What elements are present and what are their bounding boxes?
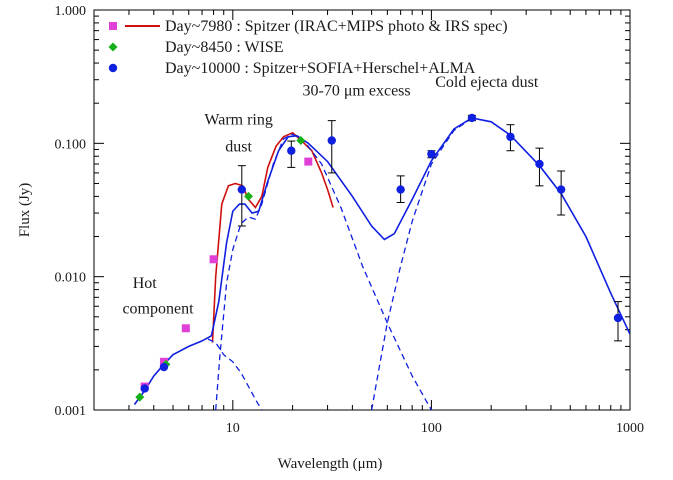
data-point [244, 191, 254, 201]
annotation-text: Warm ring [204, 112, 272, 129]
legend-marker [109, 22, 117, 30]
legend-label: Day~7980 : Spitzer (IRAC+MIPS photo & IR… [165, 18, 508, 35]
data-point [140, 384, 149, 393]
model-component-line [370, 117, 473, 410]
legend: Day~7980 : Spitzer (IRAC+MIPS photo & IR… [108, 18, 508, 77]
data-point [427, 149, 436, 159]
annotation-text: Hot [133, 275, 158, 292]
data-point [135, 392, 145, 402]
irs-spectrum-line [211, 131, 334, 343]
data-point [535, 159, 544, 169]
data-point [327, 136, 336, 145]
data-point [467, 113, 477, 123]
legend-label: Day~10000 : Spitzer+SOFIA+Herschel+ALMA [165, 60, 476, 77]
data-point [304, 157, 313, 166]
annotation-text: dust [225, 138, 252, 155]
legend-label: Day~8450 : WISE [165, 39, 284, 56]
data-point [287, 146, 296, 155]
legend-marker [108, 63, 118, 73]
data-point [613, 313, 623, 323]
x-axis-label: Wavelength (μm) [278, 456, 383, 472]
y-axis-label: Flux (Jy) [17, 183, 33, 238]
plot-frame [93, 9, 631, 411]
x-tick-label: 100 [421, 421, 442, 436]
model-total-line [133, 117, 630, 405]
y-tick-label: 1.000 [55, 4, 87, 19]
y-tick-label: 0.100 [55, 137, 87, 152]
data-point [506, 132, 515, 141]
data-point [159, 362, 169, 372]
model-component-line [207, 338, 263, 410]
model-component-line [215, 133, 432, 410]
annotation-text: component [122, 300, 194, 317]
annotation-text: 30-70 μm excess [303, 83, 411, 100]
data-point [296, 136, 306, 146]
annotation-text: Cold ejecta dust [435, 74, 539, 91]
legend-marker [108, 42, 118, 52]
data-point [396, 185, 405, 194]
data-layer [133, 113, 630, 410]
x-tick-label: 10 [226, 421, 240, 436]
data-point [181, 324, 190, 333]
data-point [209, 255, 218, 264]
data-point [237, 185, 247, 194]
y-tick-label: 0.010 [55, 271, 87, 286]
annotations: Warm ring dust 30-70 μm excess Cold ejecta … [122, 74, 538, 317]
data-point [556, 185, 566, 194]
axis-ticks: 10 100 1000 0.001 0.010 0.100 1.000 [55, 4, 645, 436]
x-tick-label: 1000 [616, 421, 644, 436]
y-tick-label: 0.001 [55, 404, 87, 419]
